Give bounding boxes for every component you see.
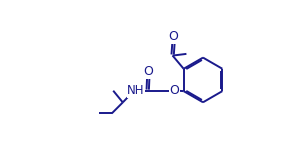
Text: NH: NH [127,84,145,97]
Text: O: O [169,84,179,97]
Text: O: O [169,30,179,43]
Text: O: O [143,65,153,78]
